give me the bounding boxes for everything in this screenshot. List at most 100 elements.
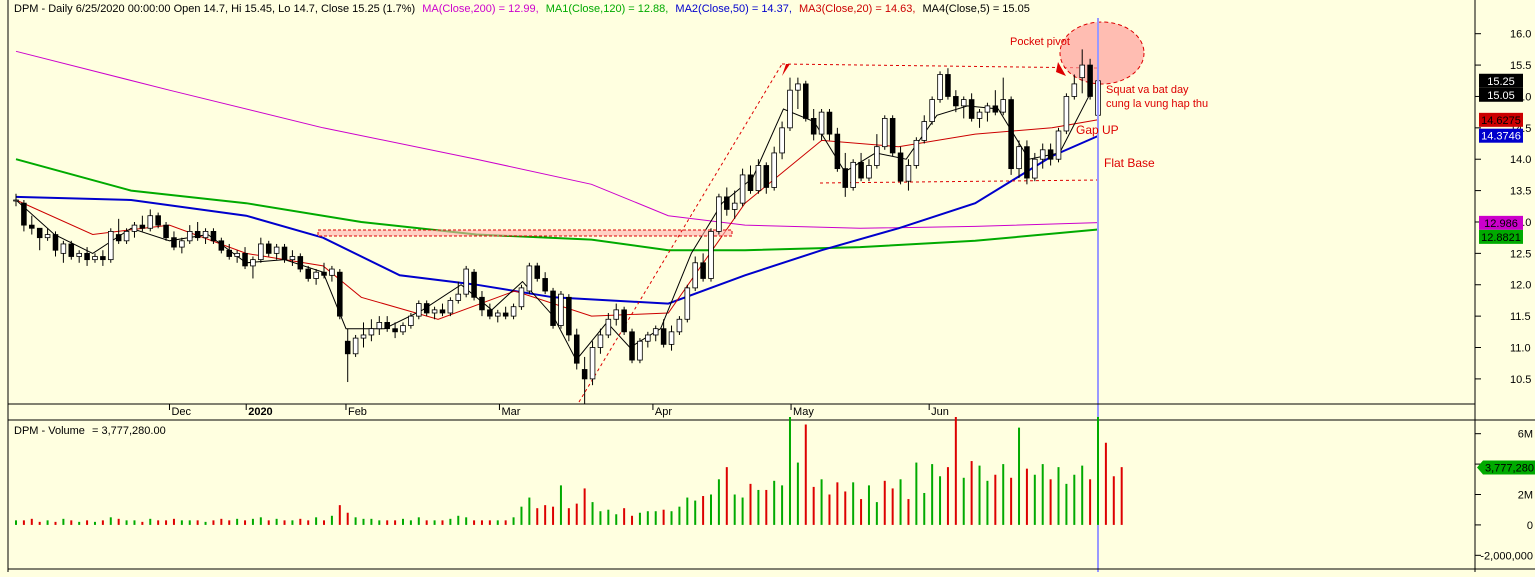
ma-line-ma1-close-120- <box>15 158 1099 252</box>
candle-body <box>487 309 493 317</box>
ma-line-ma2-close-50- <box>15 135 1099 305</box>
candle-body <box>194 230 201 239</box>
volume-badge-label: 3,777,280 <box>1485 462 1534 474</box>
candle-body <box>526 265 533 292</box>
header-ma20: MA3(Close,20) = 14.63, <box>799 3 915 15</box>
candle-body <box>692 262 698 289</box>
candle-body <box>803 83 809 119</box>
candle-body <box>352 337 359 355</box>
candle-body <box>1047 149 1054 160</box>
base-bottom-line <box>819 179 1101 184</box>
candle-body <box>1000 99 1006 113</box>
base-top-line <box>781 63 1099 69</box>
candle-body <box>384 322 390 330</box>
candle-body <box>660 328 667 345</box>
candle-body <box>139 224 146 229</box>
candle-body <box>297 256 304 270</box>
price-badge-label: 14.6275 <box>1481 115 1521 127</box>
candle-body <box>400 325 406 333</box>
candle-body <box>273 246 280 254</box>
candle-body <box>518 287 525 308</box>
candle-body <box>92 256 98 261</box>
resistance-zone <box>317 229 733 237</box>
price-badge-label: 15.25 <box>1487 76 1515 88</box>
candle-body <box>447 300 454 314</box>
price-tick-label: 13.5 <box>1510 186 1531 198</box>
candle-body <box>976 111 983 119</box>
candle-body <box>1087 64 1093 97</box>
candle-body <box>874 146 880 166</box>
candle-body <box>842 168 849 188</box>
candle-body <box>479 296 485 311</box>
candle-body <box>818 111 825 135</box>
candle-body <box>471 271 477 298</box>
candle-body <box>858 161 864 179</box>
candle-body <box>1039 149 1046 160</box>
candle-body <box>416 303 422 317</box>
volume-badge <box>1477 460 1535 475</box>
candle-body <box>60 243 67 254</box>
candle-body <box>171 237 177 248</box>
price-tick-label: 12.5 <box>1510 248 1531 260</box>
candle-body <box>810 118 817 135</box>
candle-body <box>534 265 541 279</box>
candle-body <box>929 99 935 122</box>
candle-body <box>131 224 138 232</box>
candle-body <box>700 262 706 279</box>
header-ma120: MA1(Close,120) = 12.88, <box>546 3 669 15</box>
candle-body <box>52 234 59 251</box>
candle-body <box>344 340 351 355</box>
candle-body <box>455 293 462 301</box>
candle-body <box>226 249 233 257</box>
price-badge <box>1479 128 1523 143</box>
candle-body <box>945 74 951 97</box>
candle-body <box>510 306 517 317</box>
candle-body <box>186 230 193 242</box>
candle-body <box>684 287 691 320</box>
time-tick-label: Jun <box>931 406 949 418</box>
price-badge-label: 15.05 <box>1487 90 1515 102</box>
candle-body <box>834 133 841 170</box>
time-tick-label: 2020 <box>248 406 272 418</box>
candle-body <box>439 309 446 314</box>
candle-body <box>502 312 509 317</box>
candle-body <box>163 224 169 239</box>
price-badge <box>1479 87 1523 102</box>
candle-body <box>250 259 256 267</box>
time-tick-label: Mar <box>501 406 520 418</box>
candle-body <box>637 340 643 361</box>
candle-body <box>21 202 27 226</box>
price-tick-label: 11.5 <box>1510 311 1531 323</box>
volume-header-prefix: DPM - Volume <box>14 425 85 437</box>
candle-body <box>558 293 564 326</box>
price-tick-label: 14.0 <box>1510 154 1531 166</box>
candle-body <box>376 322 383 330</box>
volume-tick-label: -2,000,000 <box>1480 550 1533 562</box>
candle-body <box>100 256 106 261</box>
time-tick-label: Apr <box>655 406 672 418</box>
price-tick-label: 12.0 <box>1510 280 1531 292</box>
gap-up-label: Gap UP <box>1076 123 1119 137</box>
candle-body <box>795 83 801 91</box>
candle-body <box>550 290 556 326</box>
candle-body <box>1032 158 1038 179</box>
candle-body <box>724 196 730 210</box>
candle-body <box>589 347 596 380</box>
candle-body <box>881 118 888 148</box>
price-tick-label: 15.5 <box>1510 60 1531 72</box>
header-prefix: DPM - Daily 6/25/2020 00:00:00 Open 14.7… <box>14 3 415 15</box>
header-ma5: MA4(Close,5) = 15.05 <box>923 3 1030 15</box>
time-tick-label: Dec <box>171 406 191 418</box>
candle-body <box>581 369 588 380</box>
candle-body <box>953 96 959 107</box>
candle-body <box>76 252 82 257</box>
candle-body <box>937 74 943 100</box>
candle-body <box>494 312 501 317</box>
candle-body <box>708 230 714 279</box>
candle-body <box>202 230 209 239</box>
candle-body <box>147 215 154 229</box>
candle-body <box>889 118 896 154</box>
